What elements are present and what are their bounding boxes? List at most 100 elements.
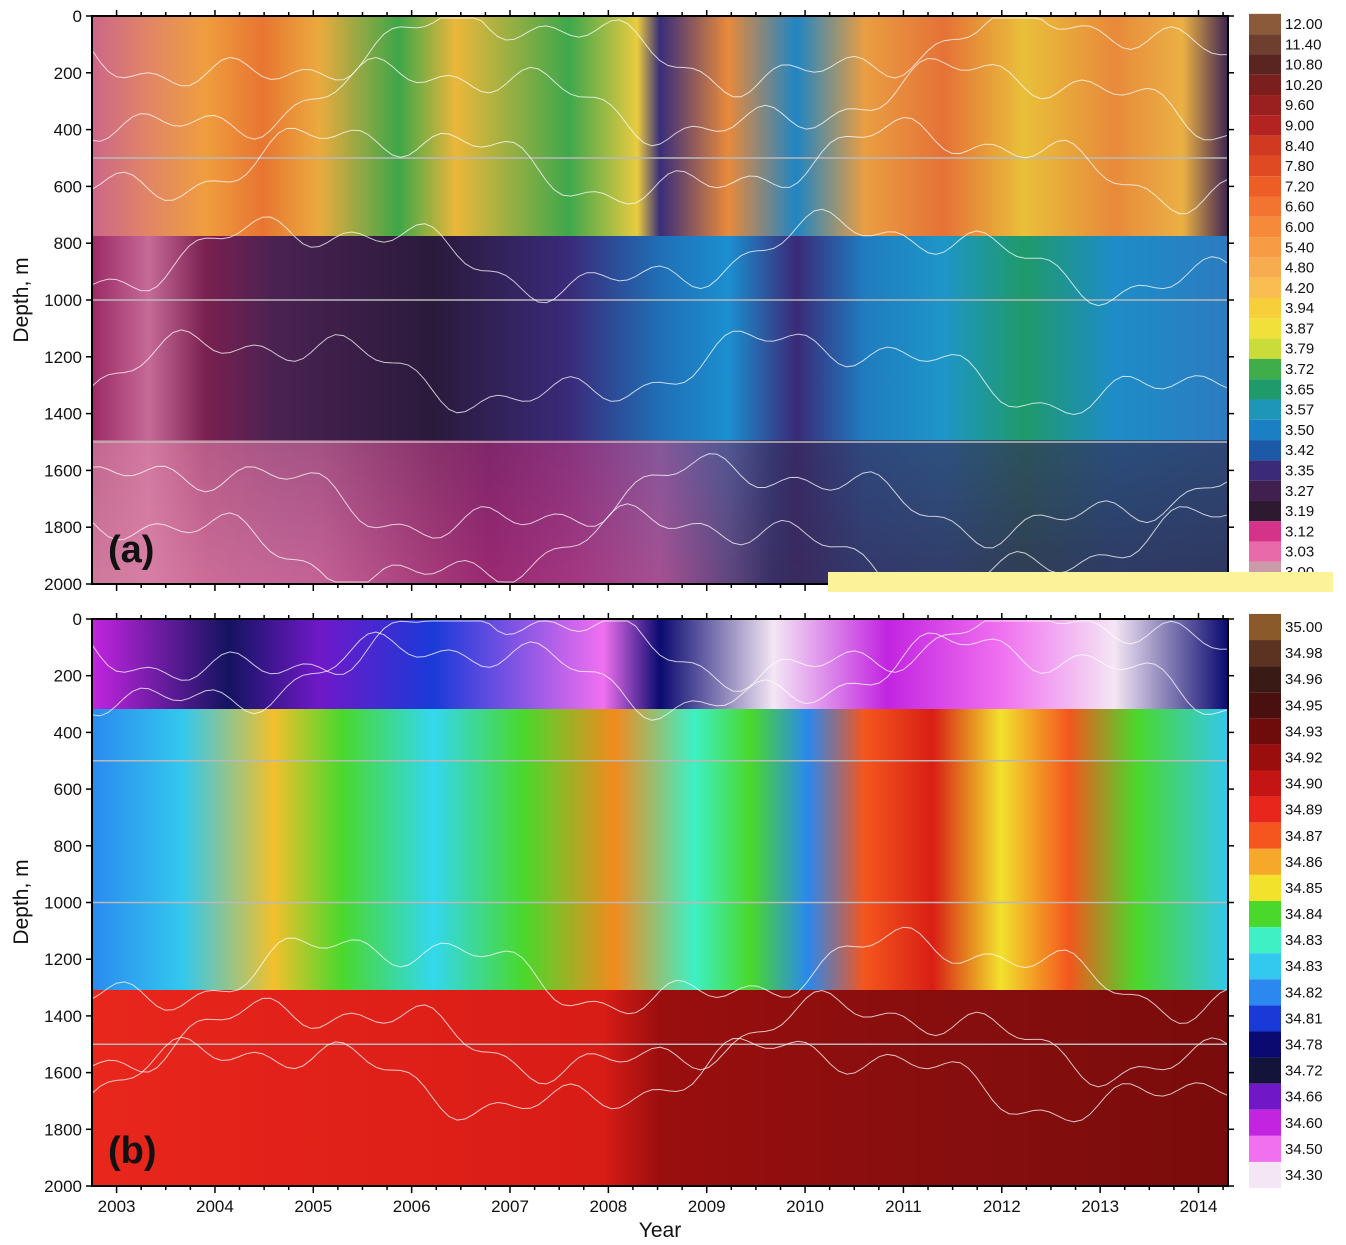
y-tick-label: 2000: [44, 575, 82, 594]
y-tick-label: 1200: [44, 950, 82, 969]
y-tick-label: 400: [54, 723, 82, 742]
x-tick-label: 2004: [196, 1197, 234, 1216]
colorbar-label: 34.84: [1285, 906, 1323, 923]
colorbar-swatch: [1249, 666, 1281, 693]
colorbar-label: 12.00: [1285, 16, 1323, 33]
x-tick-label: 2005: [294, 1197, 332, 1216]
y-tick-label: 1400: [44, 1007, 82, 1026]
x-tick-label: 2012: [983, 1197, 1021, 1216]
panel-b-contours: [91, 620, 1229, 1123]
y-tick-label: 0: [73, 610, 82, 629]
contour-line: [91, 926, 1229, 1024]
colorbar-swatch: [1249, 1109, 1281, 1136]
colorbar-label: 34.60: [1285, 1115, 1323, 1132]
colorbar-label: 34.92: [1285, 749, 1323, 766]
panel-a-reference-lines: [92, 157, 1228, 443]
colorbar-label: 3.65: [1285, 381, 1314, 398]
colorbar-label: 3.42: [1285, 442, 1314, 459]
y-tick-label: 1600: [44, 461, 82, 480]
colorbar-label: 34.72: [1285, 1063, 1323, 1080]
colorbar-swatch: [1249, 718, 1281, 745]
y-tick-label: 200: [54, 64, 82, 83]
panel-b: 2003 2004 2005 2006 2007 2008 2009 2010 2011 2012…: [10, 610, 1323, 1242]
y-tick-label: 400: [54, 121, 82, 140]
colorbar-label: 7.80: [1285, 158, 1314, 175]
colorbar-label: 34.95: [1285, 697, 1323, 714]
colorbar-swatch: [1249, 338, 1281, 359]
x-tick-label: 2008: [589, 1197, 627, 1216]
contour-line: [91, 329, 1229, 416]
contour-line: [91, 17, 1229, 98]
colorbar-label: 34.98: [1285, 645, 1323, 662]
colorbar-label: 34.90: [1285, 776, 1323, 793]
colorbar-label: 3.72: [1285, 361, 1314, 378]
panel-b-x-axis-label: Year: [639, 1219, 681, 1242]
colorbar-swatch: [1249, 176, 1281, 197]
colorbar-swatch: [1249, 848, 1281, 875]
colorbar-swatch: [1249, 901, 1281, 928]
panel-a-contours: [91, 17, 1229, 583]
colorbar-swatch: [1249, 257, 1281, 278]
colorbar-swatch: [1249, 440, 1281, 461]
colorbar-label: 3.35: [1285, 463, 1314, 480]
colorbar-swatch: [1249, 480, 1281, 501]
colorbar-label: 34.81: [1285, 1010, 1323, 1027]
colorbar-label: 8.40: [1285, 138, 1314, 155]
panel-b-reference-lines: [92, 759, 1228, 1046]
y-tick-label: 800: [54, 837, 82, 856]
colorbar-label: 9.60: [1285, 97, 1314, 114]
colorbar-swatch: [1249, 196, 1281, 217]
y-tick-label: 600: [54, 780, 82, 799]
colorbar-label: 10.80: [1285, 57, 1323, 74]
x-tick-label: 2006: [393, 1197, 431, 1216]
contour-line: [91, 989, 1229, 1088]
colorbar-swatch: [1249, 237, 1281, 258]
panel-a: 0 200 400 600 800 1000 1200 1400 1600 1800 2000 De…: [10, 7, 1333, 594]
colorbar-label: 3.50: [1285, 422, 1314, 439]
y-tick-label: 1000: [44, 894, 82, 913]
panel-b-y-axis-label: Depth, m: [10, 859, 33, 944]
colorbar-swatch: [1249, 1083, 1281, 1110]
colorbar-label: 3.19: [1285, 503, 1314, 520]
colorbar-swatch: [1249, 500, 1281, 522]
colorbar-swatch: [1249, 640, 1281, 667]
colorbar-swatch: [1249, 155, 1281, 177]
panel-a-colorbar: 12.00 11.40 10.80 10.20 9.60 9.00 8.40 7.80 7.20…: [1249, 13, 1323, 583]
colorbar-label: 11.40: [1285, 36, 1321, 53]
colorbar-label: 4.80: [1285, 260, 1314, 277]
colorbar-label: 3.57: [1285, 402, 1314, 419]
colorbar-label: 34.83: [1285, 958, 1323, 975]
colorbar-swatch: [1249, 927, 1281, 954]
colorbar-swatch: [1249, 358, 1281, 380]
y-tick-label: 1000: [44, 291, 82, 310]
colorbar-label: 7.20: [1285, 178, 1314, 195]
panel-b-field-upper: [92, 619, 1228, 709]
panel-a-field-lower: [92, 440, 1228, 584]
colorbar-swatch: [1249, 979, 1281, 1006]
contour-line: [91, 56, 1229, 147]
y-tick-label: 1200: [44, 348, 82, 367]
colorbar-swatch: [1249, 379, 1281, 400]
x-tick-label: 2010: [786, 1197, 824, 1216]
colorbar-swatch: [1249, 541, 1281, 562]
colorbar-swatch: [1249, 744, 1281, 771]
y-tick-label: 1400: [44, 405, 82, 424]
contour-line: [91, 1036, 1229, 1123]
colorbar-label: 6.60: [1285, 199, 1314, 216]
colorbar-label: 3.87: [1285, 320, 1314, 337]
y-tick-label: 200: [54, 667, 82, 686]
y-tick-label: 2000: [44, 1177, 82, 1196]
colorbar-label: 34.50: [1285, 1141, 1323, 1158]
colorbar-label: 3.79: [1285, 341, 1314, 358]
colorbar-label: 34.30: [1285, 1167, 1323, 1184]
contour-line: [91, 620, 1229, 692]
colorbar-swatch: [1249, 277, 1281, 298]
colorbar-swatch: [1249, 796, 1281, 823]
colorbar-swatch: [1249, 34, 1281, 55]
colorbar-swatch: [1249, 1031, 1281, 1058]
colorbar-swatch: [1249, 74, 1281, 96]
colorbar-swatch: [1249, 460, 1281, 481]
colorbar-label: 4.20: [1285, 280, 1314, 297]
panel-b-colorbar: 35.00 34.98 34.96 34.95 34.93 34.92 34.90 34.89…: [1249, 613, 1323, 1189]
